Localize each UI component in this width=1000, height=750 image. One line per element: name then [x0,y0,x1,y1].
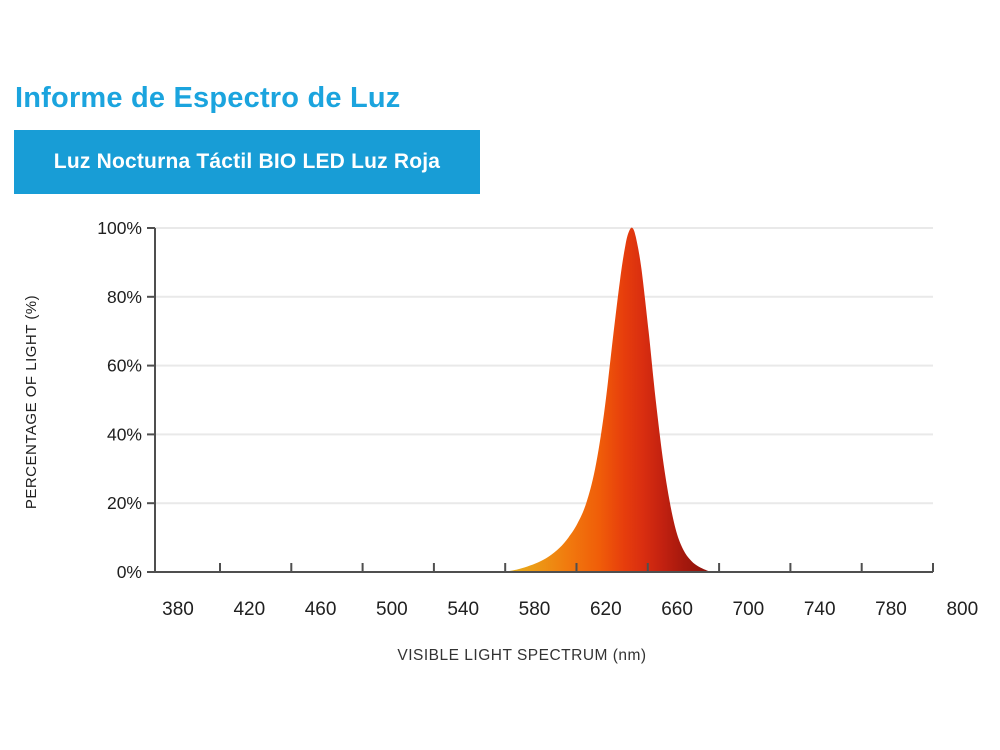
y-tick-label: 60% [107,356,142,376]
page-title: Informe de Espectro de Luz [15,82,401,114]
x-axis-title: VISIBLE LIGHT SPECTRUM (nm) [397,647,646,664]
x-tick-label: 700 [733,599,765,620]
x-tick-label: 380 [162,599,194,620]
y-tick-label: 80% [107,287,142,307]
x-tick-label: 460 [305,599,337,620]
x-tick-label: 580 [519,599,551,620]
x-tick-label: 660 [661,599,693,620]
x-tick-label: 500 [376,599,408,620]
x-tick-label: 800 [946,599,978,620]
y-tick-label: 20% [107,493,142,513]
y-tick-label: 0% [117,562,142,582]
spectrum-peak-area [504,227,711,573]
y-tick-label: 40% [107,424,142,444]
x-tick-label: 420 [233,599,265,620]
x-tick-label: 780 [875,599,907,620]
x-tick-label: 620 [590,599,622,620]
x-tick-label: 740 [804,599,836,620]
product-badge: Luz Nocturna Táctil BIO LED Luz Roja [14,130,480,194]
x-tick-label: 540 [447,599,479,620]
product-badge-label: Luz Nocturna Táctil BIO LED Luz Roja [53,150,441,173]
y-axis-title: PERCENTAGE OF LIGHT (%) [23,295,40,509]
y-tick-label: 100% [97,218,142,238]
